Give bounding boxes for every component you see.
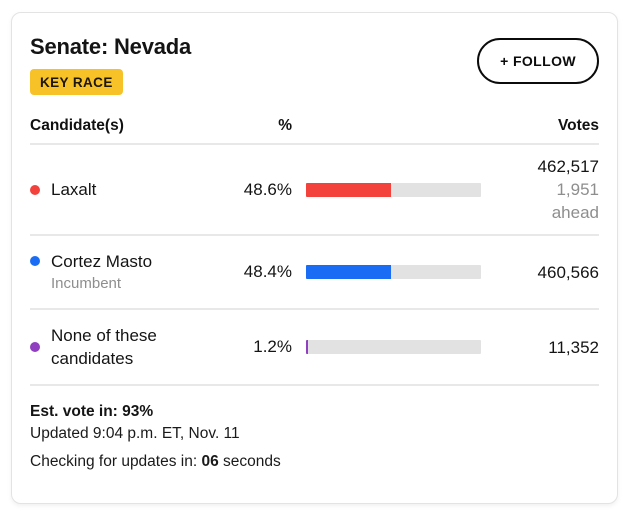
- percent-value: 1.2%: [253, 337, 292, 356]
- title-block: Senate: Nevada KEY RACE: [30, 34, 191, 95]
- candidate-cell: Cortez Masto Incumbent: [30, 250, 212, 294]
- vote-share-bar-track: [306, 265, 481, 279]
- update-countdown-suffix: seconds: [223, 453, 281, 470]
- candidate-cell: None of these candidates: [30, 324, 212, 370]
- percent-value: 48.6%: [243, 179, 292, 199]
- votes-margin-note: ahead: [551, 203, 599, 222]
- table-row-none-of-these: None of these candidates 1.2% 11,352: [30, 310, 599, 384]
- race-card: Senate: Nevada KEY RACE + FOLLOW Candida…: [11, 12, 618, 504]
- updated-timestamp: Updated 9:04 p.m. ET, Nov. 11: [30, 425, 240, 442]
- percent-value: 48.4%: [243, 262, 292, 281]
- follow-button[interactable]: + FOLLOW: [477, 38, 599, 84]
- candidate-name: None of these candidates: [51, 326, 157, 368]
- column-header-candidates: Candidate(s): [30, 117, 124, 134]
- votes-cell: 462,517 1,951 ahead: [495, 155, 599, 224]
- candidate-text: None of these candidates: [51, 324, 179, 370]
- candidate-name: Cortez Masto: [51, 252, 153, 271]
- candidate-incumbent-label: Incumbent: [51, 275, 122, 292]
- votes-margin: 1,951: [556, 180, 599, 199]
- update-countdown-value: 06: [201, 453, 219, 470]
- votes-cell: 11,352: [495, 336, 599, 359]
- table-row-laxalt: Laxalt 48.6% 462,517 1,951 ahead: [30, 145, 599, 234]
- votes-total: 460,566: [537, 262, 599, 282]
- vote-share-bar-fill: [306, 340, 309, 354]
- vote-share-bar-fill: [306, 182, 392, 197]
- candidate-text: Cortez Masto Incumbent: [51, 250, 152, 294]
- table-header: Candidate(s) % Votes: [30, 117, 599, 143]
- candidate-name: Laxalt: [51, 180, 97, 199]
- divider: [30, 384, 599, 386]
- vote-share-bar-fill: [306, 265, 391, 279]
- card-footer: Est. vote in: 93% Updated 9:04 p.m. ET, …: [30, 386, 599, 473]
- divider: [30, 143, 599, 145]
- vote-share-bar-track: [306, 182, 481, 197]
- column-header-percent: %: [278, 117, 292, 134]
- page-title: Senate: Nevada: [30, 34, 192, 59]
- update-countdown: Checking for updates in: 06 seconds: [30, 451, 599, 473]
- divider: [30, 308, 599, 310]
- key-race-badge: KEY RACE: [30, 69, 123, 95]
- candidate-party-dot: [30, 256, 40, 266]
- table-row-cortez-masto: Cortez Masto Incumbent 48.4% 460,566: [30, 236, 599, 308]
- votes-total: 11,352: [548, 337, 599, 357]
- candidate-party-dot: [30, 342, 40, 352]
- votes-cell: 460,566: [495, 261, 599, 284]
- candidate-text: Laxalt: [51, 178, 96, 201]
- divider: [30, 234, 599, 236]
- vote-share-bar-track: [306, 340, 481, 354]
- candidate-cell: Laxalt: [30, 178, 212, 201]
- est-vote-in: Est. vote in: 93%: [30, 403, 154, 420]
- candidate-party-dot: [30, 184, 40, 195]
- votes-total: 462,517: [537, 157, 599, 176]
- column-header-votes: Votes: [557, 117, 599, 134]
- card-header: Senate: Nevada KEY RACE + FOLLOW: [30, 34, 599, 95]
- update-countdown-prefix: Checking for updates in:: [30, 453, 198, 470]
